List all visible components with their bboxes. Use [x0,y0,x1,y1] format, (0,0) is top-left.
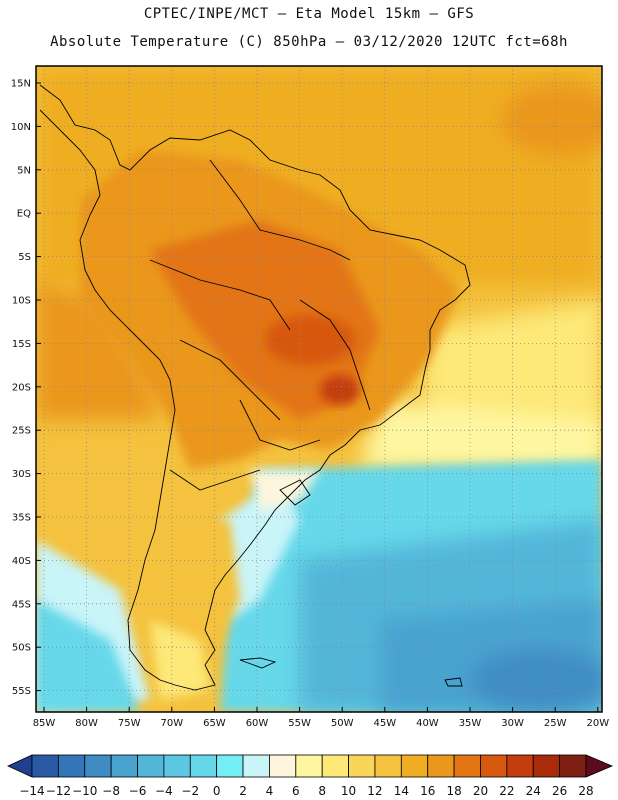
colorbar-swatch [532,754,561,778]
latitude-axis: 15N 10N 5N EQ 5S 10S 15S 20S 25S 30S 35S 40S 45S 50S 5… [11,79,41,697]
colorbar-swatch [348,754,376,778]
colorbar-label: 20 [473,784,488,798]
colorbar-swatch [427,754,455,778]
lon-label: 70W [160,718,183,729]
colorbar-label: 4 [266,784,274,798]
lat-label: 5N [17,165,31,176]
temperature-field [36,66,602,712]
lat-label: 40S [12,556,31,567]
colorbar-swatch [84,754,112,778]
lon-label: 45W [373,718,396,729]
colorbar-label: 22 [499,784,514,798]
map-title-line1: CPTEC/INPE/MCT – Eta Model 15km – GFS [143,6,475,22]
lat-label: 25S [12,426,31,437]
colorbar-swatch [295,754,323,778]
lat-label: 55S [12,686,31,697]
colorbar-label: 0 [213,784,221,798]
colorbar-swatch [400,754,429,778]
lat-label: 10N [11,122,31,133]
lat-label: 20S [12,382,31,393]
lon-label: 85W [33,718,56,729]
lon-label: 60W [246,718,269,729]
colorbar-swatch [57,754,86,778]
lon-label: 25W [544,718,567,729]
colorbar-swatch [321,754,349,778]
lon-label: 30W [501,718,524,729]
colorbar-label: −10 [72,784,97,798]
lat-label: 5S [18,252,31,263]
lon-label: 65W [203,718,226,729]
colorbar-label: −8 [102,784,120,798]
colorbar-label: 28 [578,784,593,798]
coastline [39,84,471,691]
colorbar-swatch [216,754,244,778]
colorbar-label: −14 [19,784,44,798]
colorbar-swatch [506,754,534,778]
longitude-axis: 85W 80W 75W 70W 65W 60W 55W 50W 45W 40W 35W 30W 25W 2… [33,707,609,729]
colorbar-label: 6 [292,784,300,798]
colorbar-swatch [453,754,481,778]
colorbar-swatch [31,754,59,778]
colorbar-swatch [189,754,218,778]
lon-label: 55W [288,718,311,729]
map-frame [35,65,603,713]
lat-label: 15N [11,79,31,90]
map-title-line2: Absolute Temperature (C) 850hPa – 03/12/… [50,34,568,50]
colorbar-label: 10 [341,784,356,798]
lat-label: EQ [17,209,31,220]
colorbar-swatch [163,754,191,778]
colorbar-label: 8 [318,784,326,798]
colorbar-swatch [110,754,138,778]
colorbar-label: 2 [239,784,247,798]
colorbar-arrow-right [585,754,614,778]
lat-label: 10S [12,296,31,307]
colorbar-swatch [242,754,270,778]
lat-label: 45S [12,599,31,610]
lon-label: 35W [459,718,482,729]
colorbar-swatch [480,754,508,778]
colorbar-label: 26 [552,784,567,798]
colorbar-label: 12 [367,784,382,798]
colorbar: −14 −12 −10 −8 −6 −4 −2 0 2 4 6 8 10 12 14 16 18 20 22 24 26… [7,754,614,798]
colorbar-label: 16 [420,784,435,798]
lon-label: 80W [75,718,98,729]
lat-label: 35S [12,513,31,524]
colorbar-swatch [374,754,402,778]
colorbar-swatch [559,754,587,778]
lat-label: 30S [12,469,31,480]
lat-label: 50S [12,643,31,654]
lon-label: 40W [416,718,439,729]
colorbar-swatch [137,754,165,778]
colorbar-arrow-left [7,754,33,778]
colorbar-swatch [269,754,297,778]
lon-label: 20W [586,718,609,729]
colorbar-label: −12 [46,784,71,798]
lon-label: 50W [331,718,354,729]
colorbar-label: −2 [181,784,199,798]
colorbar-label: 14 [394,784,409,798]
lat-label: 15S [12,339,31,350]
colorbar-label: 18 [446,784,461,798]
colorbar-label: 24 [526,784,541,798]
lon-label: 75W [118,718,141,729]
colorbar-label: −6 [129,784,147,798]
colorbar-label: −4 [155,784,173,798]
